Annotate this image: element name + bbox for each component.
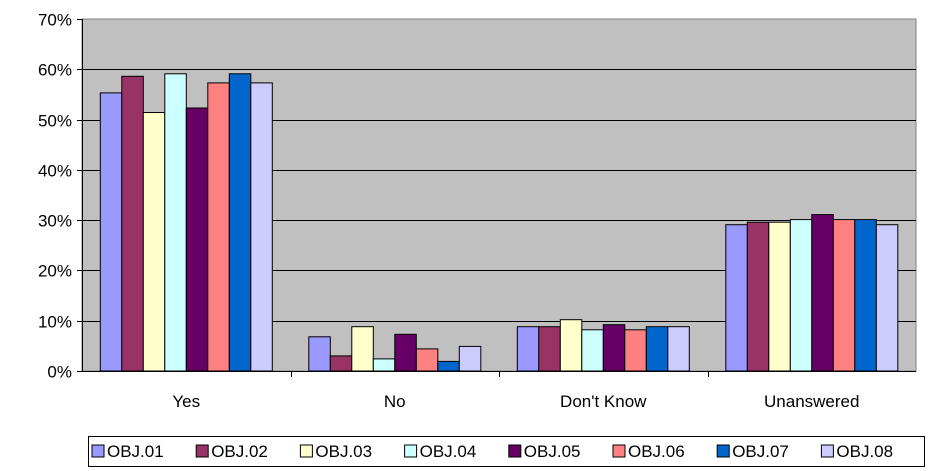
bar-obj-05-0 [185,107,209,372]
bar-obj-01-2 [516,326,540,372]
legend-swatch [195,444,209,458]
legend-swatch [299,444,313,458]
axes: 0% 10% 20% 30% 40% 50% 60% 70% Yes No Don't Know Un… [38,11,916,411]
y-tick-label: 40% [38,162,72,181]
legend-box [88,436,925,467]
legend-label: OBJ.06 [628,442,685,461]
y-tick-label: 30% [38,212,72,231]
y-tick-label: 10% [38,313,72,332]
bar-obj-08-2 [667,326,690,372]
bar-obj-02-3 [746,221,770,372]
legend-label: OBJ.02 [211,442,268,461]
bar-obj-06-0 [207,82,230,372]
bar-obj-04-2 [581,329,604,372]
bar-obj-06-2 [624,329,647,372]
bar-obj-08-0 [250,82,273,372]
category-label: Don't Know [560,392,647,411]
bar-obj-05-2 [602,324,626,372]
bar-obj-03-2 [559,319,583,372]
bar-obj-07-0 [228,73,252,372]
legend-label: OBJ.03 [315,442,372,461]
y-tick-label: 20% [38,262,72,281]
legend-label: OBJ.04 [420,442,477,461]
bar-obj-05-1 [394,333,417,372]
bars [99,73,899,372]
y-tick-label: 50% [38,112,72,131]
bar-obj-04-1 [372,358,396,372]
y-tick-label: 70% [38,11,72,30]
legend-swatch [404,444,418,458]
bar-obj-01-3 [725,224,748,372]
bar-obj-04-0 [164,73,187,372]
category-label: Yes [172,392,200,411]
bar-obj-02-1 [329,355,353,372]
bar-obj-05-3 [811,214,834,372]
legend-swatch [91,444,105,458]
bar-obj-03-1 [351,326,374,372]
legend: OBJ.01 OBJ.02 OBJ.03 OBJ.04 OBJ.05 OBJ.06 OBJ.… [88,436,925,467]
bar-obj-02-2 [538,326,561,372]
legend-label: OBJ.08 [836,442,893,461]
y-tick-label: 0% [47,363,72,382]
bar-obj-03-0 [142,112,166,372]
bar-obj-08-3 [875,224,899,372]
bar-obj-07-3 [854,219,877,372]
category-label: No [384,392,406,411]
bar-obj-06-3 [832,219,856,372]
legend-swatch [820,444,834,458]
bar-obj-03-3 [768,221,791,372]
bar-obj-04-3 [789,219,813,372]
bar-obj-08-1 [458,345,482,372]
bar-obj-07-2 [645,326,669,372]
category-label: Unanswered [764,392,859,411]
y-tick-label: 60% [38,61,72,80]
legend-label: OBJ.01 [107,442,164,461]
legend-label: OBJ.05 [524,442,581,461]
bar-obj-06-1 [415,348,439,372]
bar-obj-01-0 [99,92,123,372]
legend-swatch [716,444,730,458]
bar-obj-01-1 [308,336,331,372]
bar-obj-02-0 [121,75,144,372]
legend-swatch [612,444,626,458]
bar-obj-07-1 [437,360,460,372]
legend-swatch [508,444,522,458]
legend-label: OBJ.07 [732,442,789,461]
